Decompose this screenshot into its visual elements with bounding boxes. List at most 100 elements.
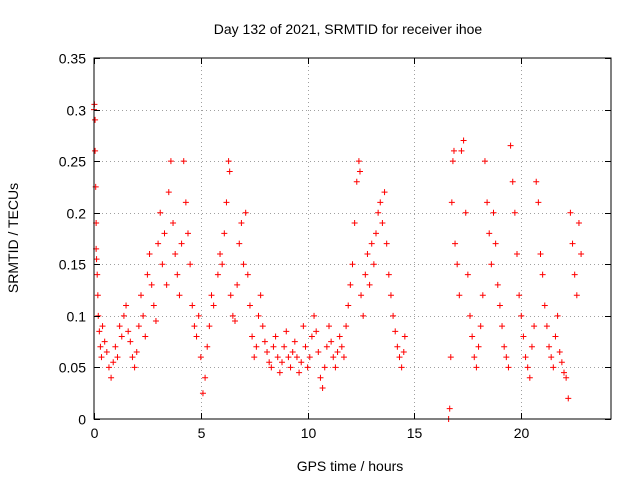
- data-point: [96, 328, 103, 335]
- data-point: [381, 189, 388, 196]
- data-point: [135, 323, 142, 330]
- data-point: [229, 312, 236, 319]
- data-point: [148, 281, 155, 288]
- data-point: [460, 137, 467, 144]
- data-point: [123, 302, 130, 309]
- data-point: [518, 312, 525, 319]
- data-point: [276, 369, 283, 376]
- data-point: [535, 199, 542, 206]
- data-point: [541, 302, 548, 309]
- y-tick-label: 0.15: [59, 257, 86, 273]
- data-point: [172, 250, 179, 257]
- data-point: [356, 168, 363, 175]
- data-point: [125, 328, 132, 335]
- y-axis-label: SRMTID / TECUs: [5, 183, 21, 293]
- data-point: [259, 323, 266, 330]
- data-point: [287, 364, 294, 371]
- data-point: [573, 292, 580, 299]
- data-point: [477, 323, 484, 330]
- data-point: [373, 230, 379, 237]
- data-point: [204, 343, 211, 350]
- data-point: [144, 271, 151, 278]
- data-point: [464, 271, 471, 278]
- data-point: [185, 230, 191, 237]
- data-point: [554, 312, 561, 319]
- data-point: [561, 369, 567, 376]
- data-point: [93, 256, 100, 263]
- data-point: [176, 292, 183, 299]
- data-point: [98, 354, 105, 361]
- data-point: [556, 348, 563, 355]
- data-point: [353, 178, 360, 185]
- data-point: [291, 338, 298, 345]
- data-point: [225, 158, 232, 165]
- data-point: [118, 333, 125, 340]
- data-point: [548, 354, 555, 361]
- data-point: [161, 230, 168, 237]
- data-point: [533, 178, 540, 185]
- data-point: [377, 199, 384, 206]
- data-point: [537, 250, 544, 257]
- data-point: [268, 364, 275, 371]
- data-points: [91, 101, 585, 422]
- data-point: [326, 323, 332, 330]
- data-point: [473, 364, 480, 371]
- data-point: [364, 250, 371, 257]
- data-point: [552, 333, 559, 340]
- data-point: [456, 292, 463, 299]
- data-point: [298, 359, 305, 366]
- data-point: [223, 199, 230, 206]
- data-point: [140, 312, 147, 319]
- data-point: [94, 271, 101, 278]
- data-point: [242, 209, 249, 216]
- data-point: [332, 364, 339, 371]
- data-point: [514, 250, 520, 257]
- data-point: [289, 348, 296, 355]
- data-point: [528, 343, 535, 350]
- data-point: [340, 354, 347, 361]
- data-point: [447, 354, 454, 361]
- data-point: [505, 364, 512, 371]
- data-point: [494, 281, 501, 288]
- data-point: [221, 230, 228, 237]
- data-point: [244, 271, 251, 278]
- data-point: [396, 354, 403, 361]
- data-point: [385, 271, 392, 278]
- data-point: [351, 220, 358, 227]
- data-point: [362, 271, 369, 278]
- data-point: [400, 348, 407, 355]
- data-point: [227, 292, 234, 299]
- data-point: [127, 338, 134, 345]
- data-point: [302, 343, 309, 350]
- data-point: [475, 343, 482, 350]
- data-point: [349, 261, 356, 268]
- data-point: [484, 199, 491, 206]
- x-tick-label: 5: [198, 425, 206, 441]
- data-point: [281, 343, 288, 350]
- data-point: [214, 271, 221, 278]
- data-point: [159, 261, 166, 268]
- data-point: [187, 261, 194, 268]
- data-point: [206, 323, 213, 330]
- data-point: [479, 292, 486, 299]
- data-point: [499, 323, 506, 330]
- data-point: [210, 302, 217, 309]
- data-point: [279, 359, 285, 366]
- data-point: [398, 364, 405, 371]
- data-point: [189, 302, 196, 309]
- data-point: [283, 328, 290, 335]
- data-point: [240, 261, 247, 268]
- data-point: [108, 374, 115, 381]
- data-point: [219, 261, 226, 268]
- x-axis-ticks: 0 5 10 15 20: [91, 58, 529, 441]
- data-point: [563, 374, 570, 381]
- data-point: [112, 343, 119, 350]
- data-point: [450, 147, 457, 154]
- data-point: [569, 240, 576, 247]
- data-point: [308, 333, 315, 340]
- data-point: [565, 395, 572, 402]
- data-point: [358, 292, 365, 299]
- y-tick-label: 0.3: [67, 103, 87, 119]
- data-point: [558, 359, 565, 366]
